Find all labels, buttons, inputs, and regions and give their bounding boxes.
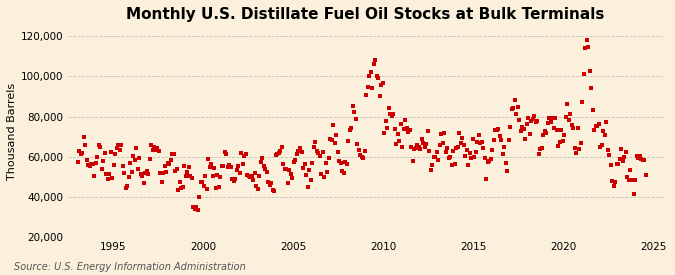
Y-axis label: Thousand Barrels: Thousand Barrels xyxy=(7,83,17,180)
Title: Monthly U.S. Distillate Fuel Oil Stocks at Bulk Terminals: Monthly U.S. Distillate Fuel Oil Stocks … xyxy=(126,7,605,22)
Text: Source: U.S. Energy Information Administration: Source: U.S. Energy Information Administ… xyxy=(14,262,245,272)
